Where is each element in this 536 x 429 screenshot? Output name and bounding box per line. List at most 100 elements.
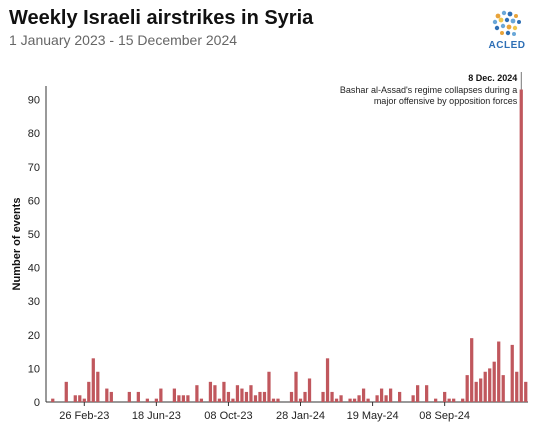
bar <box>181 395 186 402</box>
y-axis-label: Number of events <box>11 198 23 291</box>
y-tick-label: 40 <box>28 263 40 275</box>
bar <box>217 398 222 402</box>
acled-logo-text: ACLED <box>488 40 526 51</box>
bar <box>334 398 339 402</box>
bar <box>298 398 303 402</box>
bar <box>352 398 357 402</box>
annotation-line: major offensive by opposition forces <box>374 96 518 106</box>
y-tick-label: 60 <box>28 195 40 207</box>
bar <box>226 391 231 402</box>
x-ticks: 26 Feb-23 18 Jun-23 08 Oct-23 28 Jan-24 19 M… <box>59 402 470 422</box>
bar <box>519 89 523 403</box>
bar <box>411 395 415 402</box>
bar <box>465 375 469 402</box>
y-tick-label: 20 <box>28 330 40 342</box>
bar <box>497 341 501 402</box>
annotation-line: Bashar al-Assad's regime collapses durin… <box>340 85 517 95</box>
bar <box>87 381 91 402</box>
bar <box>105 388 109 402</box>
bar <box>443 391 447 402</box>
bar <box>357 395 361 402</box>
bar <box>379 388 384 402</box>
bar <box>501 375 505 402</box>
bar <box>186 395 190 402</box>
bar <box>258 391 262 402</box>
bar <box>262 391 267 402</box>
bar <box>479 378 483 402</box>
acled-globe-icon <box>492 10 521 36</box>
bar <box>510 344 514 402</box>
annotation: 8 Dec. 2024 Bashar al-Assad's regime col… <box>340 72 522 106</box>
bar <box>82 398 86 402</box>
bar <box>461 398 465 402</box>
bar <box>339 395 343 402</box>
bar <box>330 391 334 402</box>
bar <box>78 395 82 402</box>
bar <box>136 391 140 402</box>
bar <box>361 388 366 402</box>
y-tick-label: 10 <box>28 363 40 375</box>
bar <box>73 395 77 402</box>
bar <box>145 398 149 402</box>
bar <box>524 381 528 402</box>
bar <box>470 338 474 402</box>
bar <box>366 398 370 402</box>
bar <box>235 385 240 402</box>
y-tick-label: 30 <box>28 296 40 308</box>
bar <box>474 381 478 402</box>
bars <box>51 89 528 403</box>
bar <box>303 391 307 402</box>
bar <box>388 388 393 402</box>
bar <box>96 371 100 402</box>
bar <box>276 398 280 402</box>
bar <box>294 371 298 402</box>
bar <box>91 358 95 402</box>
acled-logo: ACLED <box>484 8 530 58</box>
bar <box>492 361 496 402</box>
x-tick-label: 08 Sep-24 <box>419 410 470 422</box>
bar <box>231 398 235 402</box>
bar <box>154 398 158 402</box>
bar <box>488 368 492 402</box>
bar <box>222 381 226 402</box>
x-tick-label: 08 Oct-23 <box>204 410 252 422</box>
bar <box>271 398 276 402</box>
y-tick-label: 70 <box>28 162 40 174</box>
bar <box>452 398 456 402</box>
chart-title: Weekly Israeli airstrikes in Syria <box>9 7 314 29</box>
y-tick-label: 50 <box>28 229 40 241</box>
bar <box>244 391 249 402</box>
x-tick-label: 18 Jun-23 <box>132 410 181 422</box>
bar <box>199 398 204 402</box>
annotation-title: 8 Dec. 2024 <box>468 73 517 83</box>
bar <box>64 381 68 402</box>
bar <box>172 388 177 402</box>
bar <box>384 395 388 402</box>
bar <box>375 395 379 402</box>
bar <box>249 385 253 402</box>
bar <box>483 371 487 402</box>
bar <box>159 388 163 402</box>
bar <box>127 391 131 402</box>
y-tick-label: 90 <box>28 95 40 107</box>
y-tick-label: 80 <box>28 128 40 140</box>
bar <box>240 388 244 402</box>
bar <box>109 391 113 402</box>
x-tick-label: 19 May-24 <box>347 410 399 422</box>
bar <box>416 385 420 402</box>
bar <box>307 378 312 402</box>
chart-subtitle: 1 January 2023 - 15 December 2024 <box>9 32 238 48</box>
bar <box>177 395 181 402</box>
bar <box>515 371 519 402</box>
bar <box>267 371 271 402</box>
y-ticks: 0 10 20 30 40 50 60 70 80 90 <box>28 95 40 409</box>
bar <box>208 381 213 402</box>
bar <box>253 395 258 402</box>
bar <box>51 398 55 402</box>
bar <box>434 398 438 402</box>
x-tick-label: 26 Feb-23 <box>59 410 109 422</box>
bar <box>289 391 294 402</box>
bar <box>348 398 352 402</box>
bar <box>321 391 325 402</box>
